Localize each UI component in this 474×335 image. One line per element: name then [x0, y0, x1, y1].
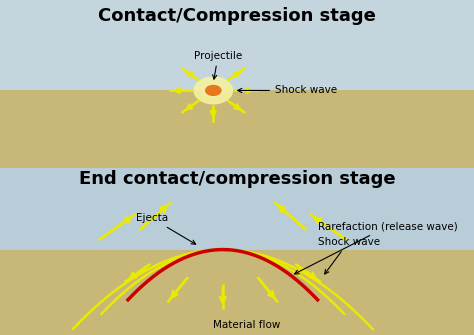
Text: Rarefaction (release wave): Rarefaction (release wave) — [295, 221, 457, 274]
Bar — [0, 250, 474, 335]
Circle shape — [193, 76, 233, 105]
Text: Projectile: Projectile — [194, 51, 242, 79]
Bar — [0, 0, 474, 90]
Text: Ejecta: Ejecta — [136, 213, 196, 244]
Circle shape — [204, 84, 223, 97]
Text: End contact/compression stage: End contact/compression stage — [79, 170, 395, 188]
Text: Shock wave: Shock wave — [237, 85, 337, 95]
Text: Contact/Compression stage: Contact/Compression stage — [98, 7, 376, 25]
Bar — [0, 90, 474, 168]
Bar — [0, 168, 474, 250]
Text: Shock wave: Shock wave — [318, 237, 380, 274]
Text: Material flow: Material flow — [213, 320, 280, 330]
